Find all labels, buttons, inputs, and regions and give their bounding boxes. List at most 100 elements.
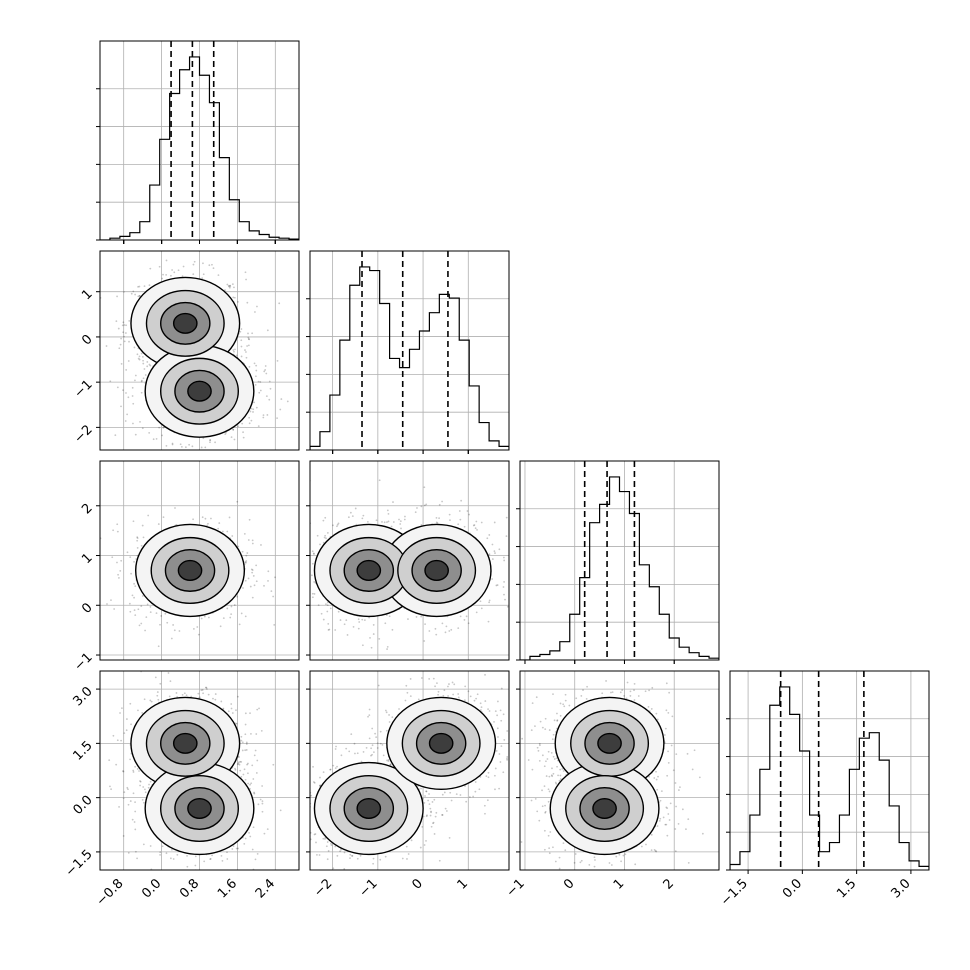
scatter-point <box>245 278 247 281</box>
scatter-point <box>233 438 236 441</box>
scatter-point <box>130 723 132 726</box>
scatter-point <box>246 763 248 766</box>
scatter-point <box>506 605 509 608</box>
scatter-point <box>247 332 249 335</box>
scatter-point <box>256 759 259 762</box>
scatter-point <box>319 543 321 546</box>
scatter-point <box>125 324 128 327</box>
scatter-point <box>347 516 350 519</box>
scatter-point <box>254 858 257 861</box>
scatter-point <box>480 607 483 610</box>
scatter-point <box>252 411 254 413</box>
scatter-point <box>207 522 209 525</box>
x-tick-label: −1.5 <box>718 876 751 909</box>
scatter-point <box>127 788 129 791</box>
scatter-point <box>233 296 236 299</box>
scatter-point <box>244 615 247 618</box>
scatter-point <box>230 703 233 705</box>
scatter-point <box>244 778 247 781</box>
scatter-point <box>255 564 258 567</box>
scatter-point <box>132 771 135 773</box>
scatter-point <box>244 712 247 715</box>
scatter-point <box>263 584 265 587</box>
scatter-point <box>143 285 146 288</box>
scatter-point <box>479 600 482 603</box>
histogram-panel-2 <box>516 460 720 664</box>
scatter-point <box>240 775 243 778</box>
scatter-point <box>118 806 120 808</box>
scatter-point <box>146 361 149 363</box>
y-tick-label: −1 <box>71 377 95 401</box>
scatter-point <box>139 780 142 783</box>
scatter-point <box>245 749 248 751</box>
scatter-point <box>404 515 406 518</box>
scatter-point <box>137 295 140 298</box>
scatter-point <box>387 520 390 523</box>
scatter-point <box>502 556 505 559</box>
scatter-point <box>144 629 146 632</box>
scatter-point <box>150 700 153 703</box>
scatter-point <box>236 500 239 503</box>
scatter-point <box>160 615 163 617</box>
scatter-point <box>133 560 135 563</box>
scatter-point <box>142 536 145 539</box>
scatter-point <box>121 707 123 710</box>
scatter-point <box>117 573 119 576</box>
scatter-point <box>136 539 139 542</box>
scatter-point <box>138 285 141 288</box>
scatter-point <box>120 405 122 408</box>
scatter-point <box>140 605 143 608</box>
scatter-point <box>243 768 246 771</box>
scatter-point <box>457 627 460 630</box>
scatter-point <box>162 273 164 276</box>
scatter-point <box>322 618 325 621</box>
scatter-point <box>132 290 135 293</box>
scatter-point <box>251 848 254 851</box>
scatter-point <box>180 445 183 448</box>
scatter-point <box>129 758 131 761</box>
scatter-point <box>311 596 314 599</box>
scatter-point <box>232 296 235 299</box>
scatter-point <box>165 259 168 262</box>
scatter-point <box>423 486 426 489</box>
scatter-point <box>137 357 140 360</box>
scatter-point <box>148 431 151 434</box>
scatter-point <box>132 792 135 795</box>
scatter-point <box>139 420 141 423</box>
scatter-point <box>204 446 207 449</box>
scatter-point <box>193 260 196 263</box>
scatter-point <box>227 710 230 713</box>
scatter-point <box>242 587 244 589</box>
scatter-point <box>370 646 373 649</box>
scatter-point <box>362 514 365 517</box>
scatter-point <box>475 611 478 614</box>
density-marks <box>100 259 289 449</box>
scatter-point <box>116 386 119 389</box>
scatter-point <box>126 718 128 720</box>
scatter-point <box>203 860 206 863</box>
scatter-point <box>463 525 466 528</box>
y-tick-label: −2 <box>71 422 95 446</box>
scatter-point <box>251 542 254 545</box>
scatter-point <box>480 521 483 524</box>
scatter-point <box>313 581 316 583</box>
scatter-point <box>194 855 197 858</box>
scatter-point <box>425 503 428 506</box>
scatter-point <box>327 629 330 631</box>
scatter-point <box>306 516 308 518</box>
scatter-point <box>247 344 250 347</box>
scatter-point <box>162 426 165 429</box>
scatter-point <box>209 438 212 441</box>
scatter-point <box>311 562 314 565</box>
scatter-point <box>237 847 239 850</box>
scatter-point <box>503 559 506 562</box>
scatter-point <box>110 599 112 602</box>
scatter-point <box>230 436 233 438</box>
scatter-point <box>384 622 387 625</box>
scatter-point <box>202 262 204 265</box>
scatter-point <box>226 530 229 533</box>
scatter-point <box>230 613 233 616</box>
scatter-point <box>161 277 164 280</box>
scatter-point <box>246 301 249 304</box>
scatter-point <box>116 530 119 533</box>
